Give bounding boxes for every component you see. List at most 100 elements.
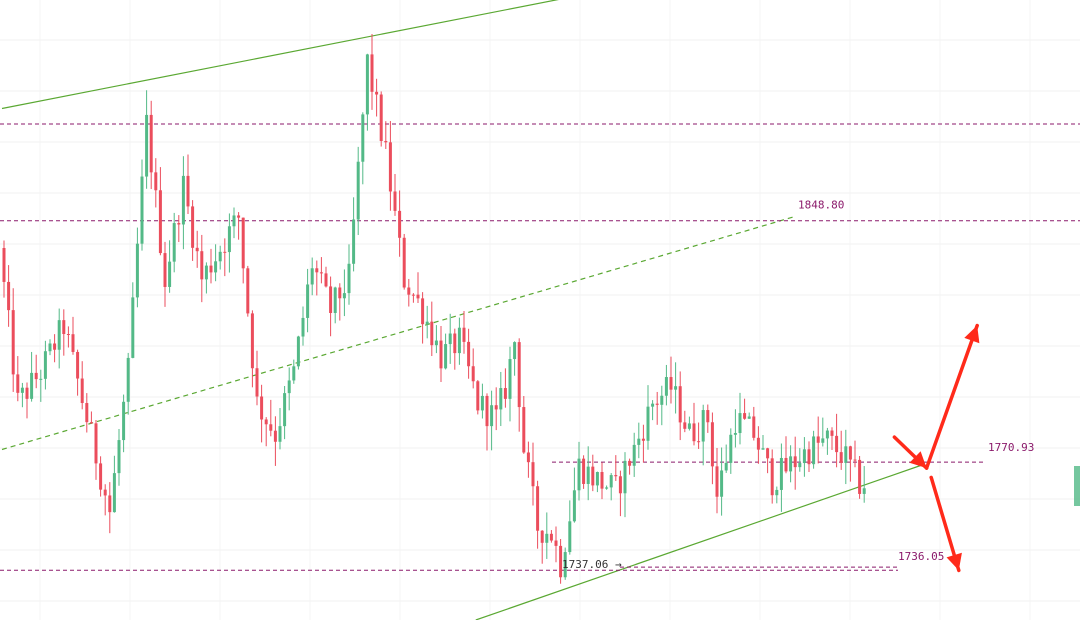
breakdown-arrow [929, 475, 961, 573]
candle-body [370, 54, 374, 92]
candle-body [310, 268, 314, 285]
candle-body [39, 378, 43, 380]
candle-body [430, 321, 434, 346]
candle-body [614, 475, 618, 477]
candle-body [494, 405, 498, 410]
candle-body [632, 444, 636, 466]
candle-body [448, 333, 452, 345]
candle-body [729, 434, 733, 463]
candle-body [853, 459, 857, 461]
candle-body [379, 94, 383, 141]
candle-body [177, 223, 181, 225]
candle-body [490, 405, 494, 427]
candle-body [628, 460, 632, 466]
candle-body [264, 419, 268, 425]
candle-body [802, 449, 806, 464]
candle-body [117, 440, 121, 474]
candle-body [214, 261, 218, 273]
candle-body [756, 437, 760, 450]
candle-body [53, 343, 57, 350]
candle-body [131, 297, 135, 358]
candle-body [480, 395, 484, 411]
candle-body [572, 490, 576, 522]
candle-body [112, 473, 116, 513]
candle-body [154, 172, 158, 191]
right-edge-badge [1074, 466, 1080, 506]
candle-body [807, 449, 811, 465]
candle-body [798, 463, 802, 468]
candle-body [618, 476, 622, 494]
candle-body [789, 456, 793, 472]
breakdown-arrow-head [946, 552, 962, 571]
candle-body [568, 521, 572, 553]
candle-body [250, 313, 254, 369]
candle-body [398, 210, 402, 238]
trendline-upper-channel [1, 0, 559, 110]
candle-body [20, 387, 24, 393]
candle-body [16, 374, 20, 393]
candle-body [135, 243, 139, 298]
candle-body [30, 372, 34, 399]
candle-body [145, 114, 149, 177]
level-lines [0, 123, 1080, 571]
candle-body [444, 344, 448, 369]
candle-body [678, 386, 682, 423]
candle-body [701, 410, 705, 442]
candles [2, 34, 866, 584]
candle-body [7, 281, 11, 311]
candle-body [80, 378, 84, 404]
candle-body [623, 460, 627, 494]
candle-body [191, 206, 195, 248]
candle-body [664, 377, 668, 396]
candle-body [545, 533, 549, 543]
candle-body [273, 430, 277, 442]
candle-body [103, 489, 107, 496]
candle-body [439, 340, 443, 369]
candle-body [517, 342, 521, 408]
candle-body [62, 320, 66, 335]
candle-body [549, 533, 553, 541]
bounce-up-arrow [924, 323, 979, 470]
candle-body [844, 446, 848, 463]
candle-body [223, 251, 227, 253]
candle-body [365, 54, 369, 115]
candle-body [577, 458, 581, 491]
candle-body [738, 413, 742, 434]
candle-body [11, 310, 15, 375]
candle-body [641, 438, 645, 441]
candle-body [825, 430, 829, 439]
candle-body [766, 448, 770, 459]
candle-body [821, 438, 825, 443]
candle-body [687, 423, 691, 429]
candle-body [531, 462, 535, 487]
candle-body [485, 395, 489, 427]
candle-body [34, 372, 38, 380]
candle-body [402, 237, 406, 288]
candle-body [375, 91, 379, 95]
candle-body [425, 321, 429, 325]
candle-body [457, 327, 461, 354]
candle-body [126, 357, 130, 402]
candle-body [149, 114, 153, 173]
candle-body [329, 286, 333, 313]
candle-body [315, 268, 319, 273]
candle-body [582, 458, 586, 484]
candle-body [554, 540, 558, 546]
candle-body [720, 470, 724, 497]
candle-body [462, 327, 466, 342]
trendline-lower-channel [475, 464, 923, 620]
candle-body [99, 463, 103, 490]
candle-body [724, 462, 728, 471]
candle-body [536, 486, 540, 531]
candle-body [200, 251, 204, 280]
candle-body [204, 265, 208, 280]
candle-body [476, 381, 480, 411]
candle-body [692, 423, 696, 442]
candle-body [600, 472, 604, 489]
candle-body [94, 423, 98, 464]
candle-body [674, 386, 678, 390]
candle-body [43, 351, 47, 379]
candle-body [278, 426, 282, 442]
candle-body [775, 489, 779, 496]
